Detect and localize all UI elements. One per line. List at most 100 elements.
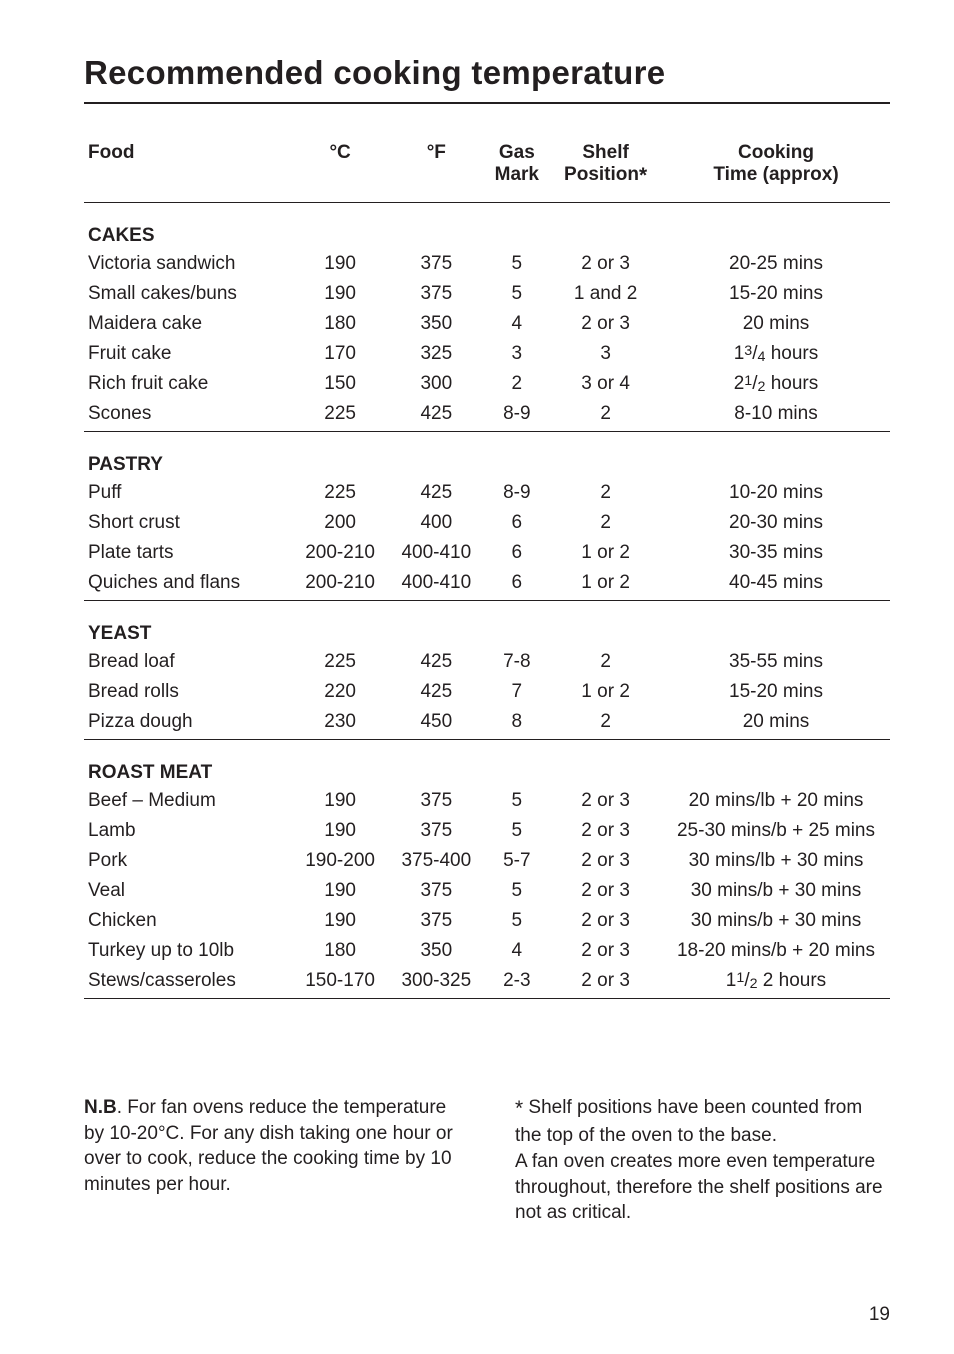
cell: 375 <box>388 786 484 816</box>
table-row: Puff2254258-9210-20 mins <box>84 478 890 508</box>
page-number: 19 <box>869 1304 890 1326</box>
cell: 2 or 3 <box>549 966 662 996</box>
cell: 5 <box>484 786 549 816</box>
cell: 30-35 mins <box>662 538 890 568</box>
cell: 11/2 2 hours <box>662 966 890 996</box>
cell: 18-20 mins/b + 20 mins <box>662 936 890 966</box>
cell: 1 or 2 <box>549 568 662 598</box>
cell: 2 or 3 <box>549 876 662 906</box>
cell: 1 or 2 <box>549 538 662 568</box>
table-row: Pizza dough2304508220 mins <box>84 707 890 737</box>
note-left: N.B. For fan ovens reduce the temper­atu… <box>84 1095 459 1226</box>
section-divider <box>84 996 890 999</box>
cell-food: Turkey up to 10lb <box>84 936 292 966</box>
cell: 3 or 4 <box>549 369 662 399</box>
cell: 225 <box>292 478 388 508</box>
cell: 350 <box>388 309 484 339</box>
cell: 4 <box>484 309 549 339</box>
cell: 150-170 <box>292 966 388 996</box>
table-row: Chicken19037552 or 330 mins/b + 30 mins <box>84 906 890 936</box>
cell: 7-8 <box>484 647 549 677</box>
table-row: Plate tarts200-210400-41061 or 230-35 mi… <box>84 538 890 568</box>
table-row: Beef – Medium19037552 or 320 mins/lb + 2… <box>84 786 890 816</box>
cell-food: Veal <box>84 876 292 906</box>
notes-row: N.B. For fan ovens reduce the temper­atu… <box>84 1095 890 1226</box>
cell: 5 <box>484 876 549 906</box>
cell: 425 <box>388 478 484 508</box>
cell: 15-20 mins <box>662 677 890 707</box>
cell: 425 <box>388 677 484 707</box>
section-name: YEAST <box>84 601 890 648</box>
note-left-text: . For fan ovens reduce the temper­ature … <box>84 1097 453 1195</box>
cell: 150 <box>292 369 388 399</box>
cell-food: Short crust <box>84 508 292 538</box>
cell: 375 <box>388 249 484 279</box>
col-shelf: ShelfPosition* <box>549 138 662 203</box>
cell-food: Pork <box>84 846 292 876</box>
cell: 20-30 mins <box>662 508 890 538</box>
table-row: Stews/casseroles150-170300-3252-32 or 31… <box>84 966 890 996</box>
cell: 6 <box>484 538 549 568</box>
cell-food: Bread rolls <box>84 677 292 707</box>
cell: 200-210 <box>292 568 388 598</box>
table-row: Fruit cake1703253313/4 hours <box>84 339 890 369</box>
cell: 5 <box>484 249 549 279</box>
page: Recommended cooking temperature Food °C … <box>0 0 954 1354</box>
cell: 200 <box>292 508 388 538</box>
page-title: Recommended cooking temperature <box>84 54 890 104</box>
cell: 375 <box>388 876 484 906</box>
cell: 450 <box>388 707 484 737</box>
note-right: * Shelf positions have been counted from… <box>515 1095 890 1226</box>
cell: 5-7 <box>484 846 549 876</box>
cell: 190-200 <box>292 846 388 876</box>
cell: 170 <box>292 339 388 369</box>
cell: 30 mins/b + 30 mins <box>662 876 890 906</box>
table-row: Bread rolls22042571 or 215-20 mins <box>84 677 890 707</box>
col-c: °C <box>292 138 388 203</box>
table-row: Pork190-200375-4005-72 or 330 mins/lb + … <box>84 846 890 876</box>
cell-food: Small cakes/buns <box>84 279 292 309</box>
cell: 2 or 3 <box>549 309 662 339</box>
cell: 40-45 mins <box>662 568 890 598</box>
cell: 6 <box>484 568 549 598</box>
cell-food: Stews/casseroles <box>84 966 292 996</box>
cell-food: Scones <box>84 399 292 429</box>
cell: 2 or 3 <box>549 936 662 966</box>
cell: 180 <box>292 309 388 339</box>
table-row: Quiches and flans200-210400-41061 or 240… <box>84 568 890 598</box>
cell: 300 <box>388 369 484 399</box>
table-row: Short crust2004006220-30 mins <box>84 508 890 538</box>
cell: 20 mins <box>662 707 890 737</box>
table-row: Lamb19037552 or 325-30 mins/b + 25 mins <box>84 816 890 846</box>
table-row: Veal19037552 or 330 mins/b + 30 mins <box>84 876 890 906</box>
cell-food: Plate tarts <box>84 538 292 568</box>
table-row: Rich fruit cake15030023 or 421/2 hours <box>84 369 890 399</box>
cell: 2 <box>549 399 662 429</box>
cell-food: Bread loaf <box>84 647 292 677</box>
cell: 1 and 2 <box>549 279 662 309</box>
cell: 425 <box>388 647 484 677</box>
cell: 200-210 <box>292 538 388 568</box>
cell: 375-400 <box>388 846 484 876</box>
cell: 4 <box>484 936 549 966</box>
section-name: ROAST MEAT <box>84 740 890 787</box>
cell: 2 or 3 <box>549 906 662 936</box>
note-right-text: Shelf positions have been counted from t… <box>515 1097 883 1223</box>
cell: 350 <box>388 936 484 966</box>
cell: 190 <box>292 786 388 816</box>
section-name: PASTRY <box>84 432 890 479</box>
table-row: Small cakes/buns19037551 and 215-20 mins <box>84 279 890 309</box>
table-row: Victoria sandwich19037552 or 320-25 mins <box>84 249 890 279</box>
cell: 2 <box>549 647 662 677</box>
cell: 35-55 mins <box>662 647 890 677</box>
cooking-table: Food °C °F GasMark ShelfPosition* Cookin… <box>84 138 890 999</box>
cell: 15-20 mins <box>662 279 890 309</box>
cell: 375 <box>388 279 484 309</box>
cell: 5 <box>484 816 549 846</box>
cell: 225 <box>292 399 388 429</box>
cell: 2 <box>549 478 662 508</box>
cell-food: Chicken <box>84 906 292 936</box>
cell: 400-410 <box>388 568 484 598</box>
cell: 220 <box>292 677 388 707</box>
cell-food: Beef – Medium <box>84 786 292 816</box>
